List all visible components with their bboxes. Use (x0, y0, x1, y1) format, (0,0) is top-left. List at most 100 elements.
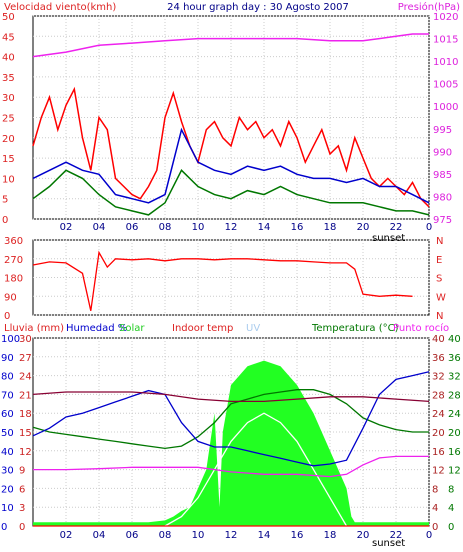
rain-tick-label: 12 (19, 447, 32, 458)
series-gust (32, 86, 430, 208)
series-pressure (32, 33, 429, 58)
series-direction (32, 250, 413, 311)
humidity-tick-label: 20 (1, 484, 14, 495)
direction-tick-label: 270 (4, 255, 23, 266)
rain-label: Lluvia (mm) (4, 323, 64, 334)
x-tick-label: 20 (357, 222, 370, 233)
weather-header: Lluvia (mm) Humedad % Solar Indoor temp … (4, 322, 449, 334)
pressure-tick-label: 985 (433, 170, 452, 181)
pressure-tick-label: 990 (433, 147, 452, 158)
x-tick-label: 12 (225, 222, 238, 233)
dewpoint-label: Punto rocío (393, 322, 449, 334)
x-tick-label: 06 (126, 530, 139, 541)
pressure-label: Presión(hPa) (398, 1, 460, 13)
pressure-tick-label: 1020 (433, 12, 458, 23)
temp-tick-label: 12 (432, 466, 445, 477)
temp-tick-label: 20 (448, 428, 461, 439)
pressure-tick-label: 975 (433, 215, 452, 226)
wind-tick-label: 35 (2, 73, 15, 84)
uv-label: UV (246, 323, 260, 334)
series-temperatura (32, 389, 429, 450)
pressure-tick-label: 1000 (433, 102, 458, 113)
rain-tick-label: 3 (19, 503, 25, 514)
wind-tick-label: 10 (2, 174, 15, 185)
compass-tick-label: W (436, 292, 446, 303)
x-tick-label: 12 (225, 530, 238, 541)
temp-tick-label: 24 (432, 409, 445, 420)
wind-tick-label: 15 (2, 154, 15, 165)
wind-tick-label: 20 (2, 134, 15, 145)
temp-tick-label: 8 (432, 484, 438, 495)
direction-tick-label: 360 (4, 236, 23, 247)
rain-tick-label: 9 (19, 466, 25, 477)
x-tick-label: 06 (126, 222, 139, 233)
wind-speed-label: Velocidad viento(kmh) (4, 2, 116, 13)
wind-tick-label: 0 (2, 215, 8, 226)
pressure-tick-label: 1015 (433, 35, 458, 46)
rain-tick-label: 15 (19, 428, 32, 439)
pressure-tick-label: 995 (433, 125, 452, 136)
rain-tick-label: 6 (19, 484, 25, 495)
wind-tick-label: 25 (2, 114, 15, 125)
humidity-tick-label: 0 (1, 522, 7, 533)
temp-tick-label: 0 (432, 522, 438, 533)
x-tick-label: 22 (390, 530, 403, 541)
pressure-tick-label: 980 (433, 192, 452, 203)
compass-tick-label: S (436, 274, 442, 285)
humidity-label: Humedad % (66, 323, 127, 334)
humidity-tick-label: 40 (1, 447, 14, 458)
temp-tick-label: 12 (448, 466, 461, 477)
temp-tick-label: 16 (432, 447, 445, 458)
wind-series (32, 33, 430, 216)
x-tick-label: 0 (426, 530, 432, 541)
series-solar (33, 360, 429, 526)
temp-tick-label: 32 (432, 372, 445, 383)
rain-tick-label: 24 (19, 372, 32, 383)
temp-tick-label: 40 (448, 334, 461, 345)
series-avg (32, 127, 430, 204)
wind-tick-label: 5 (2, 195, 8, 206)
humidity-tick-label: 10 (1, 503, 14, 514)
x-tick-label: 16 (291, 530, 304, 541)
wind-tick-label: 40 (2, 53, 15, 64)
wind-tick-label: 30 (2, 93, 15, 104)
x-tick-label: 16 (291, 222, 304, 233)
humidity-tick-label: 80 (1, 372, 14, 383)
x-tick-label: 14 (258, 222, 271, 233)
compass-tick-label: N (436, 311, 443, 322)
rain-tick-label: 18 (19, 409, 32, 420)
humidity-tick-label: 50 (1, 428, 14, 439)
x-tick-label: 04 (93, 222, 106, 233)
direction-tick-label: 0 (4, 311, 10, 322)
weather-series (32, 360, 430, 527)
indoor-temp-label: Indoor temp (172, 323, 233, 334)
temperature-label: Temperatura (°C) (311, 323, 399, 334)
temp-tick-label: 4 (448, 503, 454, 514)
compass-tick-label: N (436, 236, 443, 247)
humidity-tick-label: 30 (1, 466, 14, 477)
x-tick-label: 14 (258, 530, 271, 541)
direction-tick-label: 90 (4, 292, 17, 303)
humidity-tick-label: 90 (1, 353, 14, 364)
direction-tick-label: 180 (4, 274, 23, 285)
temp-tick-label: 4 (432, 503, 438, 514)
wind-tick-label: 45 (2, 32, 15, 43)
humidity-tick-label: 60 (1, 409, 14, 420)
temp-tick-label: 36 (432, 353, 445, 364)
axis-labels: 0510152025303540455097598098599099510001… (1, 12, 461, 541)
wind-grid (33, 15, 430, 220)
direction-series (32, 250, 413, 311)
rain-tick-label: 30 (19, 334, 32, 345)
temp-tick-label: 16 (448, 447, 461, 458)
x-tick-label: 10 (192, 222, 205, 233)
humidity-tick-label: 70 (1, 390, 14, 401)
x-tick-label: 22 (390, 222, 403, 233)
temp-tick-label: 40 (432, 334, 445, 345)
sunset-label-top: sunset (372, 233, 405, 244)
temp-tick-label: 28 (432, 390, 445, 401)
x-tick-label: 18 (324, 530, 337, 541)
temp-tick-label: 36 (448, 353, 461, 364)
compass-tick-label: E (436, 255, 442, 266)
rain-tick-label: 27 (19, 353, 32, 364)
